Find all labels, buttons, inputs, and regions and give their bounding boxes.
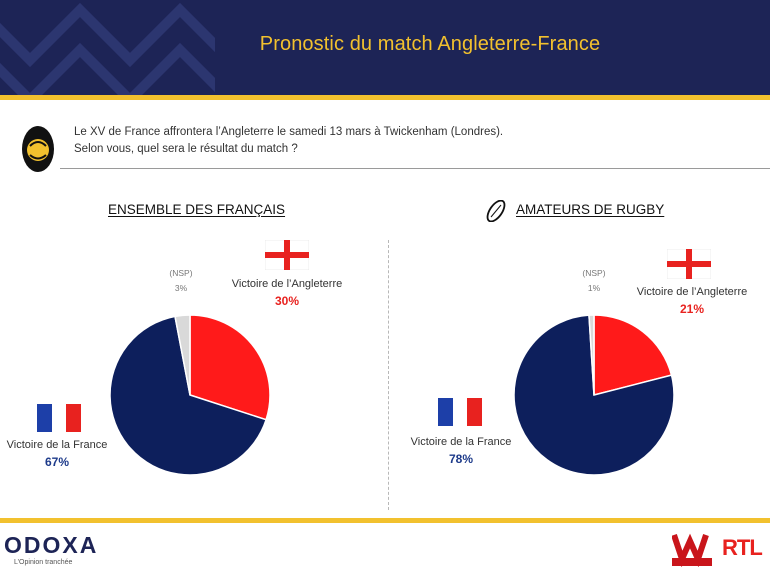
question-line-1: Le XV de France affrontera l’Angleterre … (74, 126, 504, 138)
odoxa-logo: ODOXA (4, 532, 99, 558)
rugby-ball-outline-icon (486, 200, 506, 222)
france-victory-value: 67% (44, 455, 70, 469)
england-victory-value: 30% (274, 294, 300, 308)
question-line-2: Selon vous, quel sera le résultat du mat… (74, 143, 298, 155)
panel-divider (388, 240, 389, 510)
france-flag-icon (37, 404, 81, 432)
france-victory-text: Victoire de la France (6, 439, 108, 451)
header-banner: Pronostic du match Angleterre-France (0, 0, 770, 95)
nsp-value: 1% (587, 283, 601, 293)
pie-slice-france (109, 315, 268, 476)
england-victory-label: Victoire de l’Angleterre 21% (627, 286, 757, 316)
pie-slice-france (513, 314, 675, 476)
france-victory-text: Victoire de la France (410, 436, 512, 448)
pie-slice-england (593, 314, 673, 396)
nsp-value: 3% (174, 283, 188, 293)
nsp-label-text: (NSP) (582, 268, 606, 278)
page-title: Pronostic du match Angleterre-France (259, 33, 601, 55)
france-victory-value: 78% (448, 452, 474, 466)
england-victory-label: Victoire de l’Angleterre 30% (222, 278, 352, 308)
france-victory-label: Victoire de la France 78% (401, 436, 521, 466)
rugby-ball-icon (22, 126, 54, 172)
england-flag-icon (667, 249, 711, 279)
england-flag-icon (265, 240, 309, 270)
footer-accent-bar (0, 518, 770, 523)
england-victory-text: Victoire de l’Angleterre (636, 286, 748, 298)
nsp-label: (NSP) 3% (163, 268, 199, 293)
header-accent-bar (0, 95, 770, 100)
winamax-logo (672, 533, 712, 567)
france-flag-icon (438, 398, 482, 426)
odoxa-tagline: L’Opinion tranchée (14, 559, 73, 566)
nsp-label-text: (NSP) (169, 268, 193, 278)
nsp-label: (NSP) 1% (576, 268, 612, 293)
question-separator (60, 168, 770, 169)
pie-slice-england (189, 314, 271, 421)
pie-chart-amateurs (513, 314, 675, 476)
rtl-logo: RTL (722, 535, 763, 560)
england-victory-text: Victoire de l’Angleterre (231, 278, 343, 290)
panel-title-ensemble: ENSEMBLE DES FRANÇAIS (108, 202, 286, 217)
panel-title-amateurs: AMATEURS DE RUGBY (516, 202, 665, 217)
question-text: Le XV de France affrontera l’Angleterre … (74, 124, 503, 158)
pie-slice-nsp (174, 314, 191, 396)
france-victory-label: Victoire de la France 67% (0, 439, 114, 469)
header-pattern (0, 2, 215, 95)
england-victory-value: 21% (679, 302, 705, 316)
pie-chart-ensemble (109, 314, 271, 476)
pie-slice-nsp (588, 314, 595, 396)
